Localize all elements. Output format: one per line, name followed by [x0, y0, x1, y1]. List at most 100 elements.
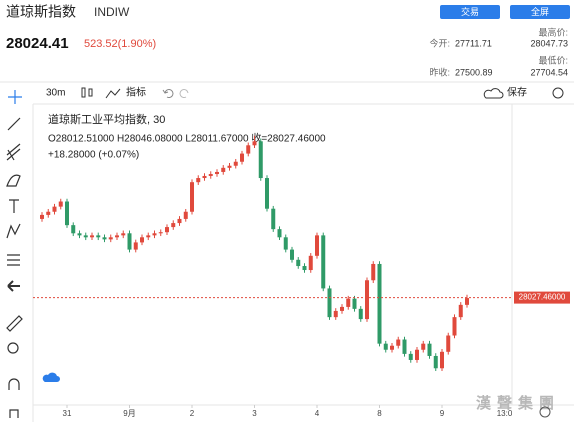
- candle-body: [371, 263, 376, 281]
- candle-body: [327, 288, 332, 318]
- candle-body: [83, 235, 88, 238]
- x-tick-label: 9月: [123, 409, 135, 418]
- candle-body: [252, 141, 257, 146]
- candle-body: [158, 232, 163, 234]
- candle-body: [352, 298, 357, 309]
- interval[interactable]: 30m: [46, 88, 65, 99]
- text-tool[interactable]: [9, 199, 19, 213]
- legend-name: 道琼斯工业平均指数, 30: [48, 112, 165, 126]
- save[interactable]: 保存: [507, 86, 527, 99]
- candle-body: [146, 235, 151, 238]
- stat-value: 28047.73: [530, 38, 568, 48]
- candle-body: [377, 263, 382, 344]
- candle-body: [115, 235, 119, 238]
- candle-body: [190, 182, 194, 212]
- indicators[interactable]: 指标: [126, 86, 146, 99]
- candle-body: [346, 298, 351, 307]
- settings-icon[interactable]: [539, 406, 551, 418]
- stat-label: 昨收:: [429, 66, 450, 77]
- candle-body: [440, 351, 444, 369]
- stat-label: 今开:: [429, 37, 450, 48]
- candle-body: [127, 233, 132, 250]
- candle-body: [52, 206, 57, 212]
- candle-body: [208, 174, 213, 176]
- candle-body: [46, 211, 51, 215]
- x-tick-label: 13:0: [497, 409, 513, 418]
- candle-body: [396, 339, 401, 346]
- stat-value: 27711.71: [455, 38, 492, 48]
- x-tick-label: 8: [377, 409, 382, 418]
- redo-icon[interactable]: [179, 89, 189, 98]
- stat-label: 最高价:: [538, 26, 568, 37]
- fullscreen-button-label[interactable]: 全屏: [531, 6, 549, 17]
- ruler-tool[interactable]: [6, 315, 23, 332]
- candle-body: [465, 298, 469, 305]
- back-tool[interactable]: [7, 280, 20, 292]
- candle-body: [233, 161, 238, 166]
- candle-body: [433, 355, 438, 369]
- candle-body: [402, 339, 407, 354]
- magnet-tool[interactable]: [8, 378, 20, 390]
- x-tick-label: 9: [440, 409, 445, 418]
- stat-value: 27500.89: [455, 67, 493, 77]
- candle-body: [383, 343, 388, 350]
- candle-body: [221, 167, 226, 172]
- x-tick-label: 31: [63, 409, 72, 418]
- candle-body: [265, 178, 269, 209]
- candle-body: [202, 175, 207, 179]
- candle-body: [165, 227, 169, 233]
- candle-body: [90, 235, 94, 238]
- code: INDIW: [94, 5, 130, 19]
- candle-body: [96, 235, 101, 238]
- trade-button[interactable]: [440, 5, 500, 19]
- price: 28024.41: [6, 35, 69, 52]
- logo-icon: [42, 372, 60, 382]
- candle-icon[interactable]: [81, 87, 93, 98]
- lock-tool[interactable]: [9, 409, 19, 418]
- candle-body: [40, 214, 44, 219]
- brush-tool[interactable]: [6, 174, 21, 187]
- settings-icon[interactable]: [552, 87, 564, 99]
- change: 523.52(1.90%): [84, 38, 156, 50]
- candle-body: [71, 225, 76, 234]
- candle-body: [77, 233, 82, 236]
- indicator-icon[interactable]: [105, 88, 121, 99]
- prediction-tool[interactable]: [7, 254, 20, 266]
- x-tick-label: 2: [190, 409, 195, 418]
- candle-body: [427, 343, 432, 356]
- trade-button-label[interactable]: 交易: [461, 6, 479, 17]
- title: 道琼斯指数: [6, 4, 76, 20]
- candle-body: [333, 310, 338, 318]
- crosshair-tool[interactable]: [8, 90, 22, 104]
- candle-body: [277, 229, 282, 238]
- candle-body: [321, 235, 326, 289]
- candle-body: [58, 201, 63, 207]
- candle-body: [121, 233, 126, 236]
- last-price-label: 28027.46000: [519, 293, 566, 302]
- line-tool[interactable]: [7, 117, 21, 131]
- legend-ohlc: O28012.51000 H28046.08000 L28011.67000 收…: [48, 132, 326, 145]
- fullscreen-button[interactable]: [510, 5, 570, 19]
- zoom-tool[interactable]: [7, 342, 19, 354]
- candle-body: [271, 208, 276, 230]
- candle-body: [177, 218, 182, 224]
- legend-change: +18.28000 (+0.07%): [48, 150, 139, 161]
- candle-body: [65, 201, 69, 226]
- candle-body: [246, 145, 251, 154]
- pattern-tool[interactable]: [6, 223, 21, 239]
- candle-body: [102, 237, 107, 240]
- x-tick-label: 4: [315, 409, 320, 418]
- candle-body: [358, 308, 363, 320]
- cloud-icon[interactable]: [483, 88, 504, 99]
- undo-icon[interactable]: [162, 89, 174, 98]
- candle-body: [296, 259, 301, 267]
- watermark: 漢聲集團: [476, 394, 560, 412]
- last-price-badge: [514, 291, 570, 304]
- candle-body: [196, 178, 201, 183]
- fib-tool[interactable]: [6, 143, 21, 161]
- candle-body: [421, 343, 426, 350]
- stat-value: 27704.54: [530, 67, 568, 77]
- candle-body: [458, 304, 463, 318]
